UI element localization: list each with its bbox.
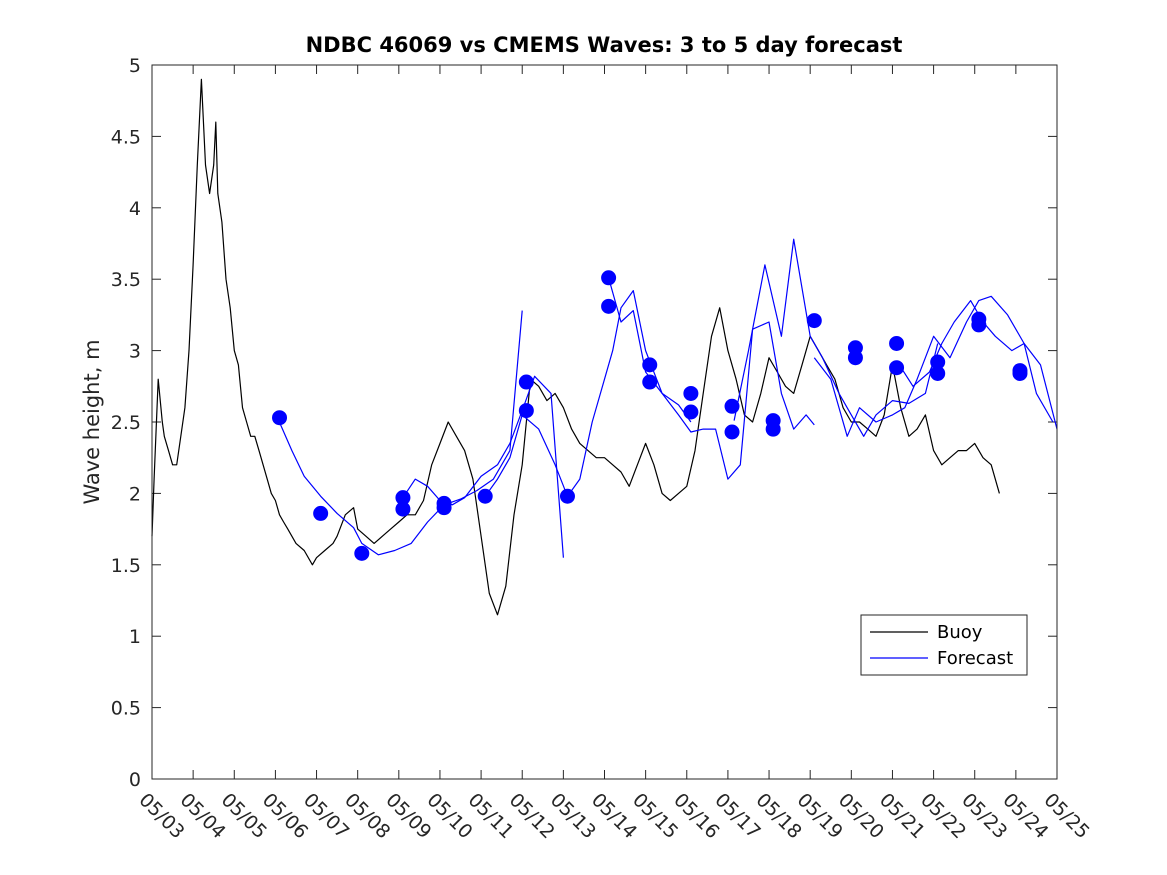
- y-tick-label: 1.5: [111, 555, 141, 577]
- buoy-series-layer: [151, 78, 1000, 616]
- forecast-marker: [806, 313, 822, 329]
- forecast-marker: [354, 545, 370, 561]
- forecast-marker: [889, 360, 905, 376]
- forecast-marker: [601, 298, 617, 314]
- y-tick-label: 1: [129, 626, 141, 648]
- legend-label-buoy: Buoy: [937, 622, 983, 643]
- forecast-marker: [601, 270, 617, 286]
- forecast-marker: [642, 374, 658, 390]
- y-tick-label: 4: [129, 198, 141, 220]
- forecast-marker: [847, 350, 863, 366]
- y-tick-label: 0: [129, 769, 141, 791]
- forecast-line: [896, 300, 1054, 423]
- forecast-marker: [683, 385, 699, 401]
- y-tick-label: 2.5: [111, 412, 141, 434]
- forecast-marker: [724, 398, 740, 414]
- y-tick-label: 0.5: [111, 698, 141, 720]
- y-tick-label: 5: [129, 55, 141, 77]
- legend-box: [860, 614, 1028, 676]
- forecast-markers-layer: [272, 270, 1028, 561]
- legend-label-forecast: Forecast: [937, 648, 1013, 669]
- axes-box: [151, 64, 1058, 780]
- y-tick-labels: 0 0.5 1 1.5 2 2.5 3 3.5 4 4.5 5: [111, 55, 141, 791]
- y-tick-label: 2: [129, 483, 141, 505]
- y-axis-label: Wave height, m: [80, 339, 104, 504]
- axis-ticks: [151, 64, 1058, 780]
- forecast-marker: [313, 505, 329, 521]
- forecast-marker: [683, 404, 699, 420]
- forecast-marker: [436, 500, 452, 516]
- forecast-marker: [1012, 365, 1028, 381]
- legend: Buoy Forecast: [860, 614, 1028, 676]
- chart-title: NDBC 46069 vs CMEMS Waves: 3 to 5 day fo…: [306, 33, 903, 57]
- forecast-marker: [518, 374, 534, 390]
- forecast-marker: [272, 410, 288, 426]
- forecast-marker: [971, 317, 987, 333]
- forecast-line: [276, 310, 523, 556]
- forecast-marker: [477, 488, 493, 504]
- forecast-marker: [395, 501, 411, 517]
- forecast-marker: [930, 365, 946, 381]
- forecast-line: [402, 375, 564, 558]
- forecast-marker: [642, 357, 658, 373]
- forecast-marker: [765, 421, 781, 437]
- forecast-line: [608, 277, 815, 480]
- y-tick-label: 3.5: [111, 269, 141, 291]
- y-tick-label: 3: [129, 341, 141, 363]
- buoy-line: [151, 78, 1000, 616]
- forecast-line: [813, 295, 1058, 437]
- forecast-line: [733, 238, 939, 437]
- forecast-marker: [518, 403, 534, 419]
- forecast-marker: [724, 424, 740, 440]
- forecast-marker: [889, 335, 905, 351]
- forecast-marker: [559, 488, 575, 504]
- y-tick-label: 4.5: [111, 126, 141, 148]
